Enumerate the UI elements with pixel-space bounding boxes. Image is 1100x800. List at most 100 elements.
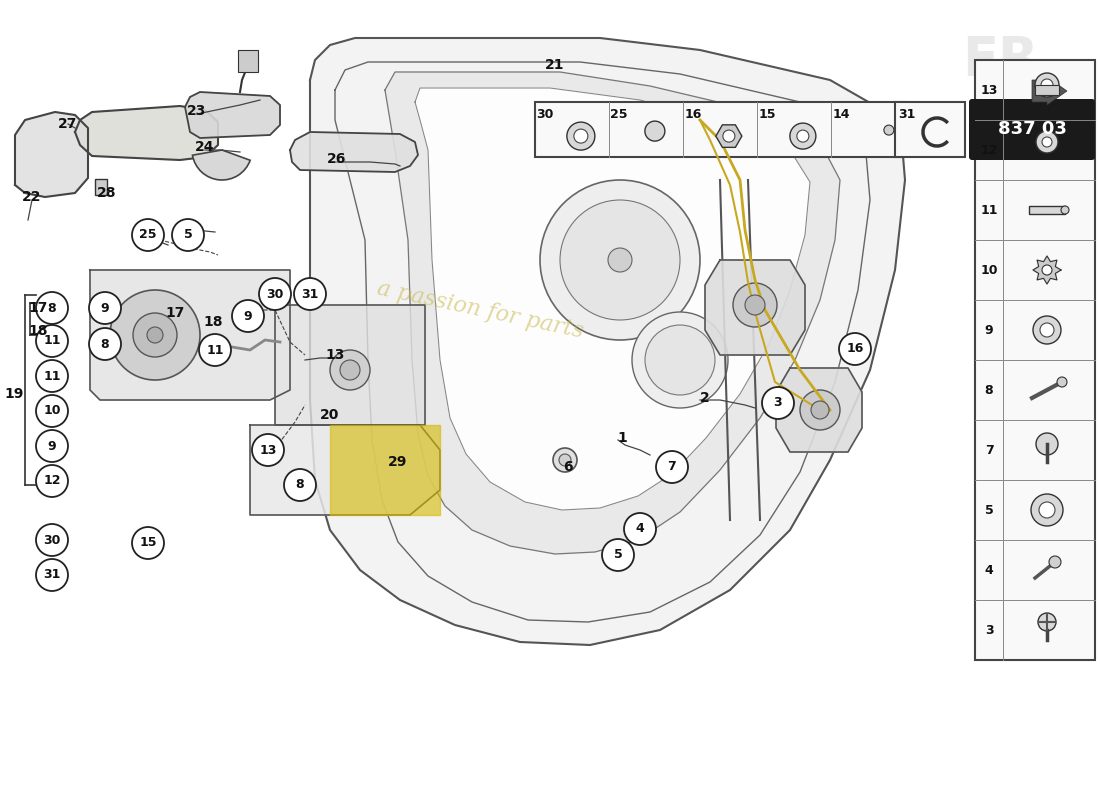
Text: 13: 13 [260,443,277,457]
Bar [1028,206,1065,214]
Text: 9: 9 [47,439,56,453]
Circle shape [1062,206,1069,214]
Text: 18: 18 [204,315,222,329]
Circle shape [294,278,326,310]
Circle shape [1042,265,1052,275]
Polygon shape [705,260,805,355]
Circle shape [1031,494,1063,526]
Text: 6: 6 [563,460,573,474]
Circle shape [36,325,68,357]
Circle shape [1057,377,1067,387]
Text: 10: 10 [980,263,998,277]
Text: S: S [993,78,1027,122]
Polygon shape [15,112,88,197]
Circle shape [632,312,728,408]
Text: 22: 22 [22,190,42,204]
Text: 8: 8 [296,478,305,491]
Text: 5: 5 [184,229,192,242]
Text: 19: 19 [4,387,24,401]
Text: 9: 9 [984,323,993,337]
Text: 16: 16 [846,342,864,355]
Text: 4: 4 [984,563,993,577]
Circle shape [1036,433,1058,455]
Text: 8: 8 [47,302,56,314]
Text: 18: 18 [29,324,47,338]
Text: 4: 4 [636,522,645,535]
Circle shape [133,313,177,357]
Circle shape [560,200,680,320]
Text: 11: 11 [43,370,60,382]
Bar [895,102,965,157]
Circle shape [110,290,200,380]
Circle shape [1033,316,1062,344]
Text: 85: 85 [976,117,1034,159]
Text: 31: 31 [899,107,915,121]
Circle shape [340,360,360,380]
Polygon shape [90,270,290,400]
Circle shape [147,327,163,343]
Circle shape [884,125,894,135]
Circle shape [1040,502,1055,518]
Text: 30: 30 [266,287,284,301]
Polygon shape [415,88,810,510]
Text: 12: 12 [43,474,60,487]
Circle shape [645,325,715,395]
Polygon shape [330,425,440,515]
Circle shape [723,130,735,142]
Circle shape [36,360,68,392]
Text: 13: 13 [326,348,344,362]
Circle shape [199,334,231,366]
Circle shape [36,524,68,556]
Text: 10: 10 [43,405,60,418]
Polygon shape [75,106,218,160]
Bar [95,179,107,195]
Wedge shape [192,150,250,180]
Polygon shape [275,305,425,425]
Circle shape [36,465,68,497]
Text: 17: 17 [29,301,47,315]
Text: a passion for parts: a passion for parts [375,278,585,342]
Circle shape [132,527,164,559]
Polygon shape [776,368,862,452]
Text: 8: 8 [101,338,109,350]
Circle shape [36,430,68,462]
Polygon shape [250,425,440,515]
Circle shape [89,292,121,324]
Circle shape [1038,613,1056,631]
Circle shape [811,401,829,419]
Bar [535,102,905,157]
Polygon shape [385,72,840,554]
Circle shape [566,122,595,150]
Text: 5: 5 [984,503,993,517]
Circle shape [656,451,688,483]
Text: 25: 25 [610,107,628,121]
Circle shape [89,328,121,360]
Text: 23: 23 [187,104,207,118]
Text: 29: 29 [388,455,408,469]
Text: 30: 30 [43,534,60,546]
Text: 24: 24 [196,140,214,154]
Polygon shape [310,38,905,645]
Polygon shape [290,132,418,172]
Circle shape [1041,79,1053,91]
Circle shape [745,295,764,315]
Text: 1: 1 [617,431,627,445]
Text: 2: 2 [700,391,710,405]
Text: 21: 21 [546,58,564,72]
Text: 15: 15 [140,537,156,550]
Circle shape [1036,131,1058,153]
Circle shape [553,448,578,472]
Text: ER: ER [961,34,1038,86]
Text: 14: 14 [833,107,849,121]
Circle shape [1042,137,1052,147]
Text: 3: 3 [984,623,993,637]
Circle shape [602,539,634,571]
Circle shape [232,300,264,332]
Circle shape [624,513,656,545]
Text: 8: 8 [984,383,993,397]
Text: 837 03: 837 03 [998,121,1066,138]
Circle shape [252,434,284,466]
Circle shape [36,559,68,591]
Circle shape [1049,556,1061,568]
Text: 7: 7 [984,443,993,457]
